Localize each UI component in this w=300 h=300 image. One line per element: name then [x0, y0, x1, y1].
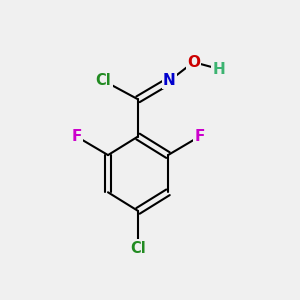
Text: O: O: [187, 55, 200, 70]
Text: Cl: Cl: [96, 73, 111, 88]
Text: F: F: [194, 129, 205, 144]
Text: F: F: [71, 129, 82, 144]
Text: N: N: [163, 73, 176, 88]
Text: H: H: [213, 61, 225, 76]
Text: Cl: Cl: [130, 241, 146, 256]
